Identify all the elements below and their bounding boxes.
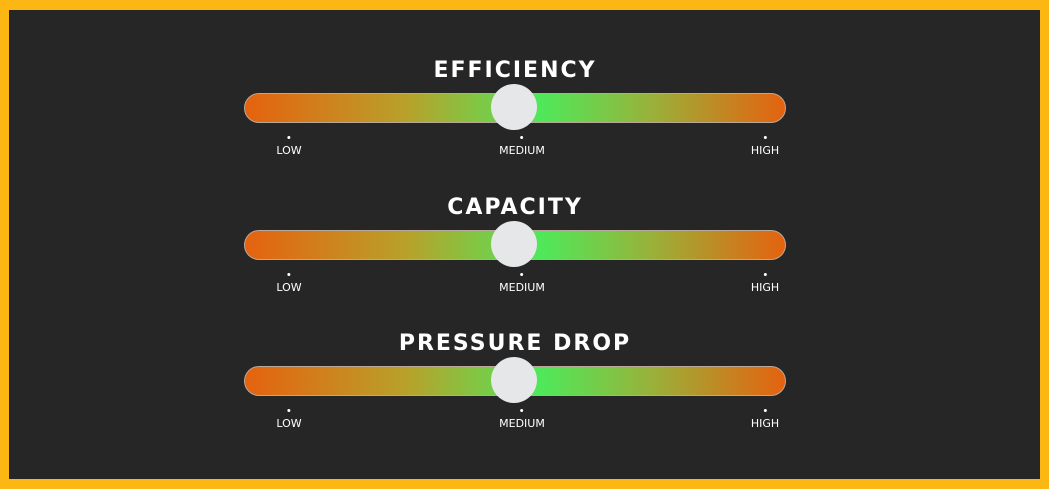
gauge-efficiency: EFFICIENCY LOW MEDIUM HIGH — [244, 58, 786, 168]
tick-low: LOW — [276, 409, 301, 430]
tick-medium: MEDIUM — [499, 273, 545, 294]
tick-high: HIGH — [751, 273, 779, 294]
tick-low: LOW — [276, 136, 301, 157]
gauge-pressure-drop: PRESSURE DROP LOW MEDIUM HIGH — [244, 331, 786, 441]
slider-knob[interactable] — [491, 84, 537, 130]
tick-low: LOW — [276, 273, 301, 294]
gauge-capacity: CAPACITY LOW MEDIUM HIGH — [244, 195, 786, 305]
gauge-title: EFFICIENCY — [433, 58, 597, 83]
slider-knob[interactable] — [491, 221, 537, 267]
tick-medium: MEDIUM — [499, 136, 545, 157]
gauge-title: PRESSURE DROP — [398, 331, 632, 356]
gauge-title: CAPACITY — [447, 195, 583, 220]
slider-knob[interactable] — [491, 357, 537, 403]
tick-high: HIGH — [751, 136, 779, 157]
tick-medium: MEDIUM — [499, 409, 545, 430]
tick-high: HIGH — [751, 409, 779, 430]
